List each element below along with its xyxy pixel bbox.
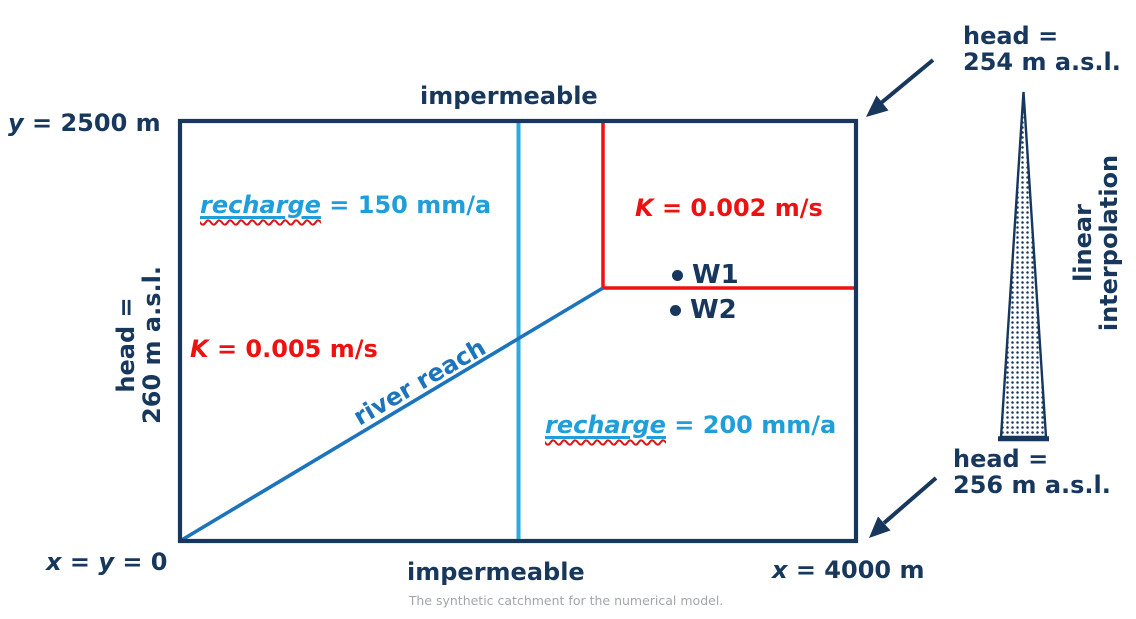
k-west-label: K = 0.005 m/s [190,335,378,363]
origin-equals: = [61,548,99,576]
head-southeast-label: head = 256 m a.s.l. [953,445,1111,499]
linear-interpolation-line2: interpolation [1095,154,1123,332]
linear-interpolation-wedge [998,91,1049,442]
model-domain-outline [177,118,859,544]
well-w2: W2 [670,295,737,325]
recharge-east-value: = 200 mm/a [665,411,837,439]
x-max-label: x = 4000 m [772,556,925,584]
head-northeast-line1: head = [963,22,1059,50]
head-west-label: head = 260 m a.s.l. [112,266,166,424]
recharge-west-label: recharge = 150 mm/a [200,191,492,219]
arrow-southeast-corner-icon [869,476,938,538]
k-east-value: = 0.002 m/s [653,194,823,222]
linear-interpolation-label: linear interpolation [1069,154,1123,332]
head-southeast-line1: head = [953,445,1049,473]
well-w2-marker-icon [670,304,681,316]
head-west-line2: 260 m a.s.l. [138,266,166,424]
head-southeast-line2: 256 m a.s.l. [953,470,1111,499]
x-max-variable: x [772,556,788,584]
linear-interpolation-line1: linear [1069,204,1098,282]
recharge-east-term: recharge [545,411,666,439]
river-reach-line [179,286,604,543]
origin-value: = 0 [113,548,168,576]
figure-caption: The synthetic catchment for the numerica… [408,593,724,608]
k-west-variable: K [190,335,209,363]
well-w1-label: W1 [692,260,739,290]
y-max-label: y = 2500 m [8,109,161,137]
y-max-variable: y [8,109,24,137]
y-max-value: = 2500 m [23,109,161,137]
head-northeast-line2: 254 m a.s.l. [963,47,1121,76]
x-max-value: = 4000 m [787,556,925,584]
k-east-variable: K [635,194,654,222]
impermeable-bottom-label: impermeable [407,558,585,586]
well-w1-marker-icon [672,269,683,281]
head-northeast-label: head = 254 m a.s.l. [963,22,1121,76]
head-west-line1: head = [112,297,141,393]
k-east-label: K = 0.002 m/s [635,194,823,222]
impermeable-top-label: impermeable [420,82,598,110]
k-west-value: = 0.005 m/s [208,335,378,363]
well-w2-label: W2 [690,295,737,325]
origin-label: x = y = 0 [46,548,168,576]
arrow-northeast-corner-icon [866,58,935,117]
well-w1: W1 [672,260,739,290]
recharge-west-value: = 150 mm/a [320,191,492,219]
origin-y-variable: y [98,548,114,576]
recharge-east-label: recharge = 200 mm/a [545,411,837,439]
recharge-west-term: recharge [200,191,321,219]
origin-x-variable: x [46,548,62,576]
